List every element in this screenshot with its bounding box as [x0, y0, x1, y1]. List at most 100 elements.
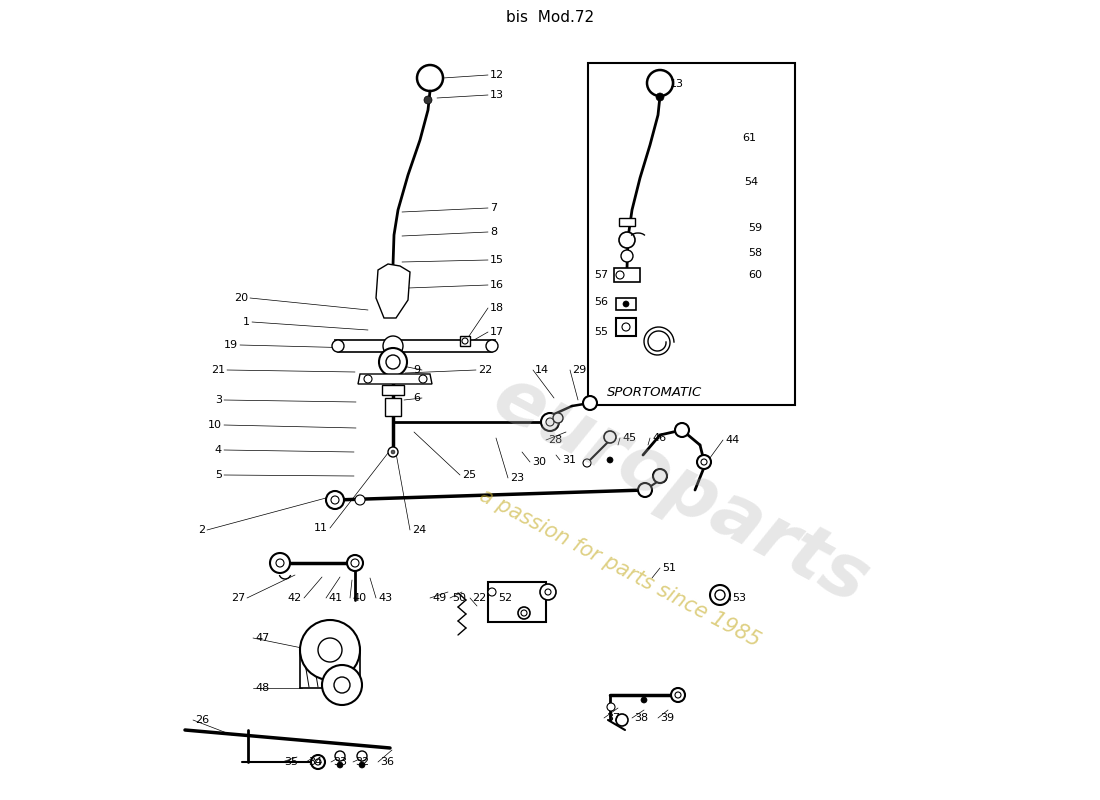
Circle shape — [701, 459, 707, 465]
Text: 33: 33 — [333, 757, 346, 767]
Text: 12: 12 — [490, 70, 504, 80]
Circle shape — [671, 688, 685, 702]
Circle shape — [697, 455, 711, 469]
Circle shape — [553, 413, 563, 423]
Text: 4: 4 — [214, 445, 222, 455]
Text: 29: 29 — [572, 365, 586, 375]
Circle shape — [388, 447, 398, 457]
Bar — [488, 582, 546, 622]
Text: 47: 47 — [255, 633, 270, 643]
Circle shape — [326, 491, 344, 509]
Circle shape — [311, 755, 324, 769]
Text: 28: 28 — [548, 435, 562, 445]
Circle shape — [621, 250, 632, 262]
Circle shape — [276, 559, 284, 567]
Circle shape — [315, 759, 321, 765]
Circle shape — [462, 338, 468, 344]
Text: 20: 20 — [234, 293, 248, 303]
Circle shape — [546, 418, 554, 426]
Text: 58: 58 — [748, 248, 762, 258]
Text: 3: 3 — [214, 395, 222, 405]
Circle shape — [346, 555, 363, 571]
Text: 52: 52 — [498, 593, 513, 603]
Circle shape — [544, 589, 551, 595]
Circle shape — [488, 588, 496, 596]
Circle shape — [647, 70, 673, 96]
Bar — [616, 298, 636, 310]
Text: 43: 43 — [378, 593, 392, 603]
Text: 34: 34 — [308, 757, 322, 767]
Circle shape — [322, 665, 362, 705]
Text: 46: 46 — [652, 433, 667, 443]
Text: bis  Mod.72: bis Mod.72 — [506, 10, 594, 26]
Circle shape — [358, 751, 367, 761]
Text: 38: 38 — [634, 713, 648, 723]
Text: 2: 2 — [198, 525, 205, 535]
Circle shape — [300, 620, 360, 680]
Circle shape — [653, 469, 667, 483]
Bar — [614, 268, 640, 282]
Bar — [382, 385, 404, 395]
Text: 13: 13 — [490, 90, 504, 100]
Text: 6: 6 — [412, 393, 420, 403]
Circle shape — [318, 638, 342, 662]
Circle shape — [607, 703, 615, 711]
Circle shape — [675, 423, 689, 437]
Circle shape — [607, 457, 613, 463]
Circle shape — [334, 677, 350, 693]
Circle shape — [541, 413, 559, 431]
Bar — [616, 318, 636, 336]
Text: 10: 10 — [208, 420, 222, 430]
Text: 59: 59 — [748, 223, 762, 233]
Text: 23: 23 — [510, 473, 524, 483]
Circle shape — [359, 762, 365, 768]
Bar — [460, 336, 470, 346]
Circle shape — [331, 496, 339, 504]
Text: 8: 8 — [490, 227, 497, 237]
Text: 13: 13 — [670, 79, 684, 89]
Text: 15: 15 — [490, 255, 504, 265]
Bar — [385, 398, 402, 416]
Text: 49: 49 — [432, 593, 447, 603]
Circle shape — [619, 232, 635, 248]
Text: 25: 25 — [462, 470, 476, 480]
Text: 57: 57 — [594, 270, 608, 280]
Text: 39: 39 — [660, 713, 674, 723]
Circle shape — [638, 483, 652, 497]
Circle shape — [424, 96, 432, 104]
Text: 22: 22 — [472, 593, 486, 603]
Text: 26: 26 — [195, 715, 209, 725]
Polygon shape — [358, 374, 432, 384]
Text: 45: 45 — [621, 433, 636, 443]
Text: SPORTOMATIC: SPORTOMATIC — [607, 386, 702, 398]
Circle shape — [386, 355, 400, 369]
Circle shape — [417, 65, 443, 91]
Circle shape — [337, 762, 343, 768]
Text: 40: 40 — [352, 593, 366, 603]
Text: 24: 24 — [412, 525, 427, 535]
Text: 54: 54 — [744, 177, 758, 187]
Text: 48: 48 — [255, 683, 270, 693]
Text: 56: 56 — [594, 297, 608, 307]
Text: 7: 7 — [490, 203, 497, 213]
Text: 16: 16 — [490, 280, 504, 290]
Text: europarts: europarts — [480, 361, 880, 619]
Text: 9: 9 — [412, 365, 420, 375]
Text: a passion for parts since 1985: a passion for parts since 1985 — [476, 486, 763, 650]
Text: 22: 22 — [478, 365, 493, 375]
Text: 53: 53 — [732, 593, 746, 603]
Text: 18: 18 — [490, 303, 504, 313]
Text: 55: 55 — [594, 327, 608, 337]
Circle shape — [390, 450, 395, 454]
Polygon shape — [336, 340, 495, 352]
Text: 35: 35 — [284, 757, 298, 767]
Circle shape — [332, 340, 344, 352]
Text: 32: 32 — [355, 757, 370, 767]
Circle shape — [540, 584, 556, 600]
Text: 17: 17 — [490, 327, 504, 337]
Text: 31: 31 — [562, 455, 576, 465]
Text: 36: 36 — [379, 757, 394, 767]
Text: 37: 37 — [606, 713, 620, 723]
Text: 19: 19 — [224, 340, 238, 350]
Text: 30: 30 — [532, 457, 546, 467]
